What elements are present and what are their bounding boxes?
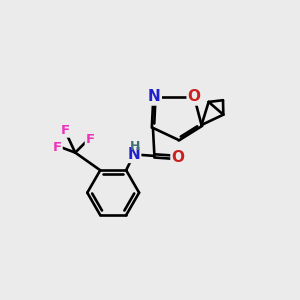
Text: O: O bbox=[188, 89, 201, 104]
Text: F: F bbox=[61, 124, 70, 137]
Text: N: N bbox=[148, 89, 161, 104]
Text: O: O bbox=[172, 150, 184, 165]
Text: N: N bbox=[128, 147, 140, 162]
Text: F: F bbox=[85, 134, 94, 146]
Text: H: H bbox=[130, 140, 140, 153]
Text: F: F bbox=[53, 141, 62, 154]
